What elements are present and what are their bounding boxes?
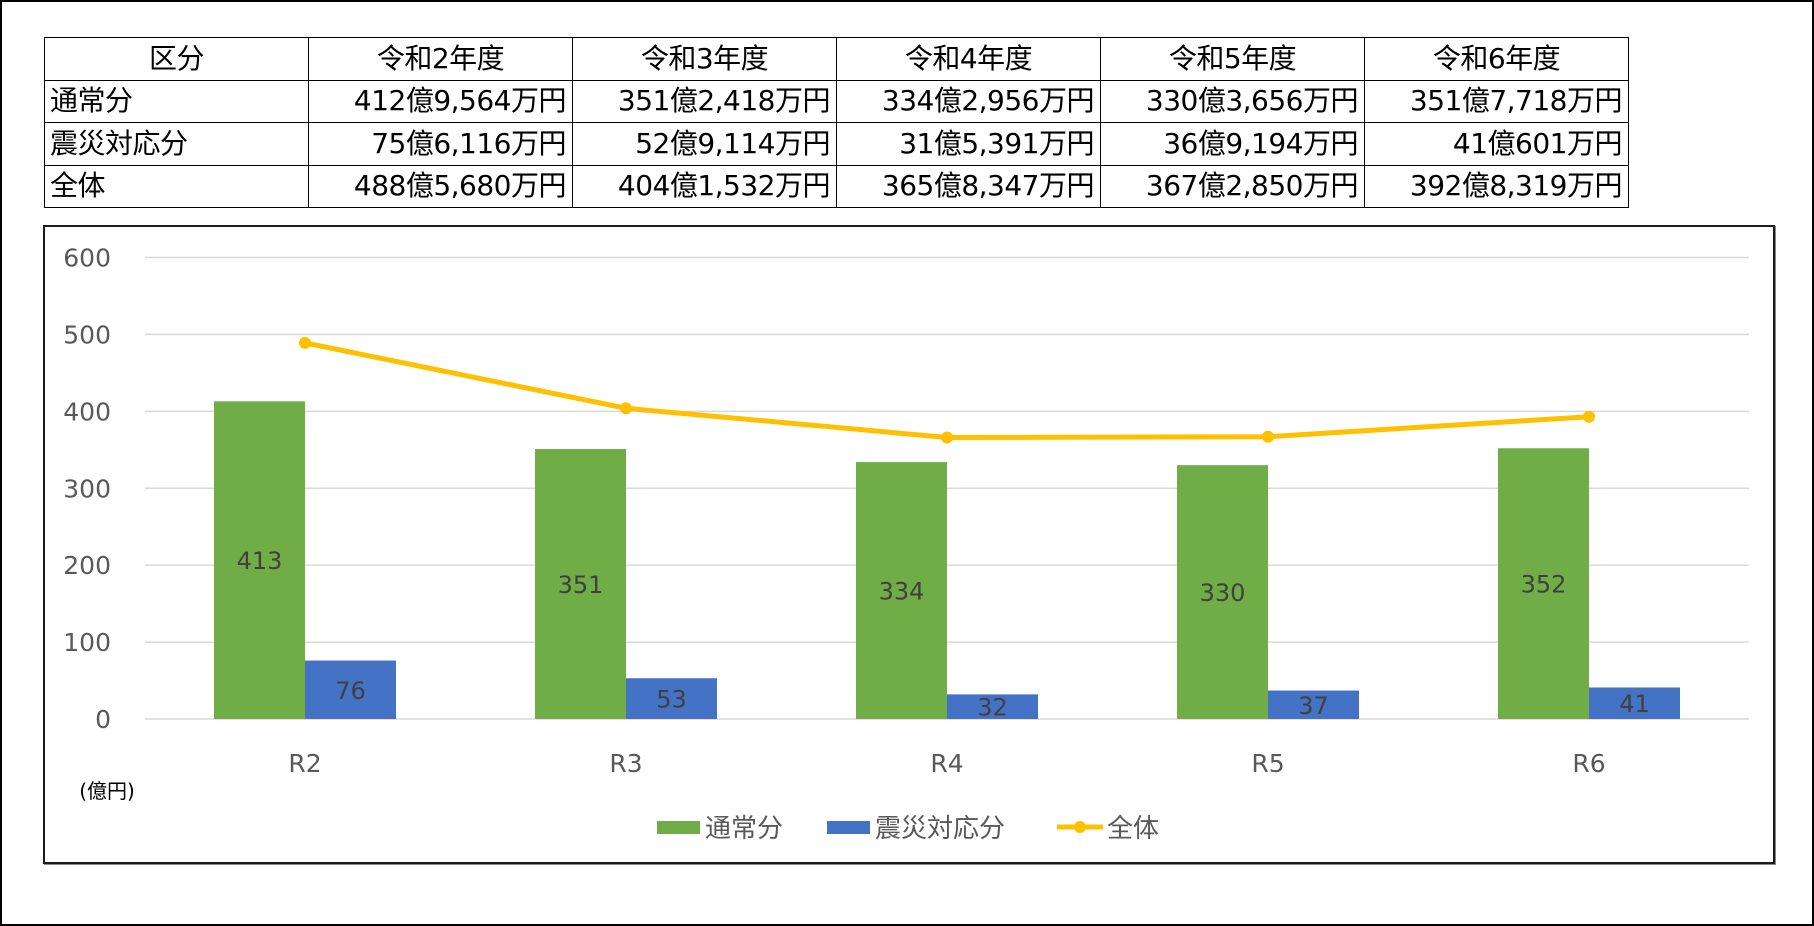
- cell-value: 36億9,194万円: [1100, 122, 1365, 166]
- line-marker: [1262, 430, 1274, 443]
- data-label: 32: [977, 694, 1008, 722]
- budget-summary-table: 区分 令和2年度 令和3年度 令和4年度 令和5年度 令和6年度 通常分 412…: [44, 37, 1629, 208]
- cell-value: 488億5,680万円: [308, 164, 573, 208]
- bar-regular: [1177, 465, 1268, 719]
- y-tick-label: 600: [63, 244, 111, 273]
- chart-area: 0 100 200 300 400 500 600 413 351 334 330 352 76 53 3…: [43, 225, 1775, 864]
- data-label: 53: [656, 686, 687, 714]
- bar-disaster: [305, 660, 396, 719]
- legend-label-total: 全体: [1107, 814, 1159, 844]
- cell-value: 330億3,656万円: [1100, 79, 1365, 123]
- legend-marker-total: [1074, 821, 1086, 833]
- line-marker: [941, 431, 953, 444]
- legend-label-regular: 通常分: [705, 814, 783, 844]
- legend-label-disaster: 震災対応分: [875, 814, 1005, 844]
- x-category-label: R5: [1251, 749, 1284, 778]
- cell-value: 392億8,319万円: [1364, 164, 1629, 208]
- legend-swatch-regular: [657, 821, 700, 834]
- bar-regular: [535, 449, 626, 719]
- data-label: 413: [237, 547, 283, 575]
- row-label-disaster: 震災対応分: [44, 122, 309, 166]
- combo-chart: 0 100 200 300 400 500 600 413 351 334 330 352 76 53 3…: [63, 244, 1749, 844]
- total-line: [304, 340, 1590, 440]
- y-tick-label: 0: [95, 705, 111, 734]
- line-marker: [299, 336, 311, 349]
- unit-label: (億円): [79, 779, 135, 803]
- y-tick-label: 200: [63, 551, 111, 580]
- x-category-label: R4: [930, 749, 963, 778]
- header-fy-r2: 令和2年度: [308, 37, 573, 81]
- y-tick-label: 300: [63, 474, 111, 503]
- header-fy-r5: 令和5年度: [1100, 37, 1365, 81]
- row-label-regular: 通常分: [44, 79, 309, 123]
- header-fy-r4: 令和4年度: [836, 37, 1101, 81]
- cell-value: 52億9,114万円: [572, 122, 837, 166]
- table-row: 全体 488億5,680万円 404億1,532万円 365億8,347万円 3…: [44, 164, 1629, 208]
- x-category-label: R3: [609, 749, 642, 778]
- x-axis-labels: R2 R3 R4 R5 R6: [288, 749, 1605, 778]
- bar-series: [214, 401, 1680, 719]
- cell-value: 31億5,391万円: [836, 122, 1101, 166]
- gridlines: [145, 256, 1749, 720]
- y-tick-label: 100: [63, 628, 111, 657]
- bar-regular: [856, 462, 947, 719]
- table-row: 通常分 412億9,564万円 351億2,418万円 334億2,956万円 …: [44, 79, 1629, 123]
- data-label: 351: [558, 571, 604, 599]
- bar-disaster: [626, 678, 717, 719]
- cell-value: 404億1,532万円: [572, 164, 837, 208]
- table-row: 震災対応分 75億6,116万円 52億9,114万円 31億5,391万円 3…: [44, 122, 1629, 166]
- cell-value: 41億601万円: [1364, 122, 1629, 166]
- y-axis-labels: 0 100 200 300 400 500 600: [63, 244, 111, 735]
- cell-value: 351億2,418万円: [572, 79, 837, 123]
- data-label: 334: [879, 578, 925, 606]
- bar-regular: [214, 401, 305, 719]
- bar-disaster: [947, 694, 1038, 719]
- y-tick-label: 500: [63, 320, 111, 349]
- data-label: 76: [335, 677, 366, 705]
- cell-value: 351億7,718万円: [1364, 79, 1629, 123]
- line-series-total: [299, 336, 1595, 444]
- cell-value: 412億9,564万円: [308, 79, 573, 123]
- row-label-total: 全体: [44, 164, 309, 208]
- data-label: 330: [1200, 579, 1246, 607]
- cell-value: 367億2,850万円: [1100, 164, 1365, 208]
- data-label: 352: [1521, 571, 1567, 599]
- x-category-label: R6: [1572, 749, 1605, 778]
- cell-value: 334億2,956万円: [836, 79, 1101, 123]
- line-marker: [1583, 410, 1595, 423]
- y-tick-label: 400: [63, 397, 111, 426]
- legend-swatch-disaster: [827, 821, 870, 834]
- cell-value: 365億8,347万円: [836, 164, 1101, 208]
- bar-disaster: [1268, 690, 1359, 719]
- data-label: 41: [1619, 690, 1650, 718]
- table-header-row: 区分 令和2年度 令和3年度 令和4年度 令和5年度 令和6年度: [44, 37, 1629, 81]
- data-labels: 413 351 334 330 352 76 53 32 37 41: [237, 547, 1650, 722]
- header-fy-r6: 令和6年度: [1364, 37, 1629, 81]
- bar-disaster: [1589, 687, 1680, 719]
- line-marker: [620, 402, 632, 415]
- cell-value: 75億6,116万円: [308, 122, 573, 166]
- data-label: 37: [1298, 692, 1329, 720]
- header-fy-r3: 令和3年度: [572, 37, 837, 81]
- header-category: 区分: [44, 37, 309, 81]
- bar-regular: [1498, 448, 1589, 719]
- chart-legend: 通常分 震災対応分 全体: [657, 814, 1159, 844]
- x-category-label: R2: [288, 749, 321, 778]
